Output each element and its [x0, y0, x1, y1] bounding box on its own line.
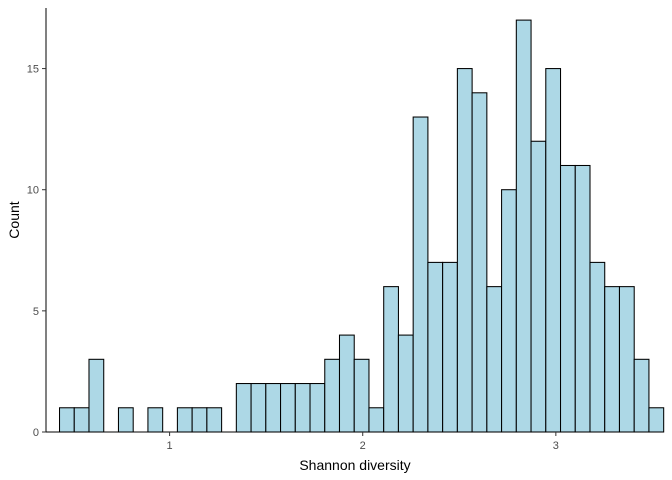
histogram-bar [412, 116, 429, 433]
axes-group [45, 8, 664, 433]
histogram-bar [383, 286, 399, 433]
histogram-bar [147, 407, 164, 433]
histogram-bar [58, 407, 75, 433]
histogram-bar [574, 164, 591, 433]
x-tick-label: 1 [167, 440, 173, 452]
histogram-bar [235, 383, 252, 433]
bars-group [58, 19, 665, 433]
histogram-bar [324, 358, 341, 433]
histogram-bar [442, 261, 458, 433]
histogram-bar [633, 358, 650, 433]
y-tick-label: 15 [27, 64, 39, 76]
histogram-bar [486, 286, 503, 433]
histogram-bar [545, 68, 562, 433]
histogram-bar [280, 383, 296, 433]
histogram-bar [618, 286, 635, 433]
histogram-bar [501, 189, 517, 433]
histogram-bar [250, 383, 267, 433]
histogram-bar [191, 407, 208, 433]
x-tick-label: 3 [553, 440, 559, 452]
histogram-bar [353, 358, 370, 433]
histogram-bar [265, 383, 282, 433]
histogram-bar [471, 92, 488, 433]
histogram-bar [88, 358, 105, 433]
histogram-bar [206, 407, 223, 433]
histogram-bar [559, 164, 576, 433]
x-ticks-group: 1 2 3 [167, 432, 559, 452]
histogram-bar [338, 334, 355, 433]
histogram-bar [515, 19, 532, 433]
histogram-bar [73, 407, 90, 433]
y-tick-label: 5 [33, 306, 39, 318]
histogram-bar [648, 407, 665, 433]
histogram-bar [117, 407, 134, 433]
histogram-bar [397, 334, 414, 433]
y-axis-title: Count [6, 201, 22, 238]
histogram-bar [294, 383, 311, 433]
y-ticks-group: 0 5 10 15 [27, 64, 46, 439]
histogram-bar [530, 140, 547, 433]
histogram-bar [176, 407, 193, 433]
y-tick-label: 0 [33, 427, 39, 439]
histogram-bar [427, 261, 444, 433]
x-tick-label: 2 [360, 440, 366, 452]
histogram-bar [589, 261, 606, 433]
histogram-bar [604, 286, 620, 433]
y-tick-label: 10 [27, 185, 39, 197]
histogram-bar [456, 68, 473, 433]
x-axis-title: Shannon diversity [299, 457, 410, 473]
histogram-bar [368, 407, 385, 433]
histogram-bar [309, 383, 326, 433]
